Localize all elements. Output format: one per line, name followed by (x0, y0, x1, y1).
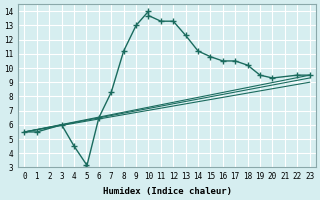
X-axis label: Humidex (Indice chaleur): Humidex (Indice chaleur) (102, 187, 232, 196)
